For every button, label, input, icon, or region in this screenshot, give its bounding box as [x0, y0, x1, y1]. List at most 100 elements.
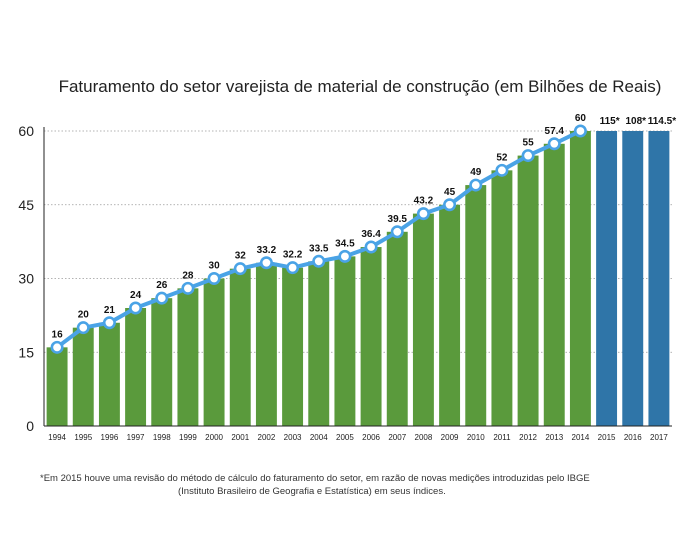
- y-tick-label: 45: [18, 197, 34, 213]
- x-tick-label: 2005: [336, 433, 354, 442]
- trend-point: [469, 178, 483, 192]
- bar: [648, 131, 670, 426]
- data-label: 60: [575, 113, 587, 124]
- data-label: 33.2: [257, 245, 277, 256]
- x-tick-label: 2017: [650, 433, 668, 442]
- bar: [203, 278, 225, 426]
- trend-point: [338, 249, 352, 263]
- data-label: 114.5*: [648, 116, 676, 127]
- data-label: 32: [235, 251, 247, 262]
- bar: [282, 267, 304, 426]
- data-label: 33.5: [309, 243, 329, 254]
- bar: [543, 143, 565, 427]
- x-tick-label: 2000: [205, 433, 223, 442]
- footnote: *Em 2015 houve uma revisão do método de …: [40, 472, 680, 498]
- trend-point: [259, 256, 273, 270]
- x-tick-label: 2013: [545, 433, 563, 442]
- x-tick-label: 2014: [572, 433, 590, 442]
- y-tick-label: 0: [26, 418, 34, 434]
- trend-point: [443, 198, 457, 212]
- trend-point: [76, 321, 90, 335]
- data-label: 43.2: [414, 196, 434, 207]
- bar: [72, 327, 94, 426]
- x-tick-label: 1994: [48, 433, 66, 442]
- trend-point: [286, 261, 300, 275]
- data-label: 28: [182, 270, 194, 281]
- data-label: 49: [470, 167, 482, 178]
- bar: [229, 268, 251, 426]
- trend-point: [390, 225, 404, 239]
- chart-title: Faturamento do setor varejista de materi…: [58, 77, 662, 96]
- x-tick-label: 1998: [153, 433, 171, 442]
- data-label: 20: [78, 310, 90, 321]
- trend-point: [102, 316, 116, 330]
- bar: [360, 247, 382, 426]
- bar: [125, 308, 147, 426]
- x-tick-label: 2008: [415, 433, 433, 442]
- data-label: 108*: [625, 116, 646, 127]
- data-label: 26: [156, 280, 168, 291]
- y-tick-label: 15: [18, 344, 34, 360]
- x-tick-label: 2001: [231, 433, 249, 442]
- bar: [308, 261, 330, 426]
- data-label: 115*: [600, 116, 620, 127]
- trend-point: [129, 301, 143, 315]
- bar: [622, 131, 644, 426]
- x-tick-label: 2016: [624, 433, 642, 442]
- trend-point: [416, 207, 430, 221]
- trend-point: [181, 281, 195, 295]
- bar: [255, 262, 277, 426]
- x-tick-label: 1996: [101, 433, 119, 442]
- x-tick-label: 2003: [284, 433, 302, 442]
- data-label: 52: [496, 152, 508, 163]
- x-tick-label: 1995: [74, 433, 92, 442]
- data-label: 30: [209, 261, 221, 272]
- bar: [596, 131, 618, 426]
- bar: [334, 256, 356, 426]
- trend-point: [233, 262, 247, 276]
- data-label: 55: [523, 138, 535, 149]
- x-tick-label: 2009: [441, 433, 459, 442]
- bar: [439, 204, 461, 426]
- trend-point: [155, 291, 169, 305]
- y-tick-label: 30: [18, 271, 34, 287]
- x-tick-label: 2012: [519, 433, 537, 442]
- bar: [491, 170, 513, 426]
- trend-point: [521, 149, 535, 163]
- data-label: 36.4: [361, 229, 381, 240]
- trend-point: [207, 271, 221, 285]
- trend-point: [573, 124, 587, 138]
- x-tick-label: 2011: [493, 433, 511, 442]
- bar: [386, 231, 408, 426]
- trend-point: [547, 137, 561, 151]
- data-label: 21: [104, 305, 116, 316]
- trend-point: [50, 340, 64, 354]
- y-tick-label: 60: [18, 123, 34, 139]
- data-label: 39.5: [388, 214, 408, 225]
- data-label: 32.2: [283, 250, 303, 261]
- bar: [151, 298, 173, 426]
- data-label: 45: [444, 187, 456, 198]
- data-label: 24: [130, 290, 142, 301]
- bar: [465, 185, 487, 426]
- x-tick-label: 2006: [362, 433, 380, 442]
- trend-point: [312, 254, 326, 268]
- bar: [517, 155, 539, 427]
- x-tick-label: 2010: [467, 433, 485, 442]
- bar: [46, 347, 68, 426]
- data-label: 57.4: [545, 126, 565, 137]
- bar: [412, 213, 434, 426]
- bar: [177, 288, 199, 426]
- trend-point: [364, 240, 378, 254]
- x-tick-label: 2015: [598, 433, 616, 442]
- data-label: 16: [52, 329, 64, 340]
- bar: [98, 322, 120, 426]
- x-tick-label: 2007: [388, 433, 406, 442]
- trend-point: [495, 163, 509, 177]
- x-tick-label: 1999: [179, 433, 197, 442]
- bar: [569, 131, 591, 426]
- footnote-line-2: (Instituto Brasileiro de Geografia e Est…: [178, 486, 446, 497]
- x-tick-label: 2004: [310, 433, 328, 442]
